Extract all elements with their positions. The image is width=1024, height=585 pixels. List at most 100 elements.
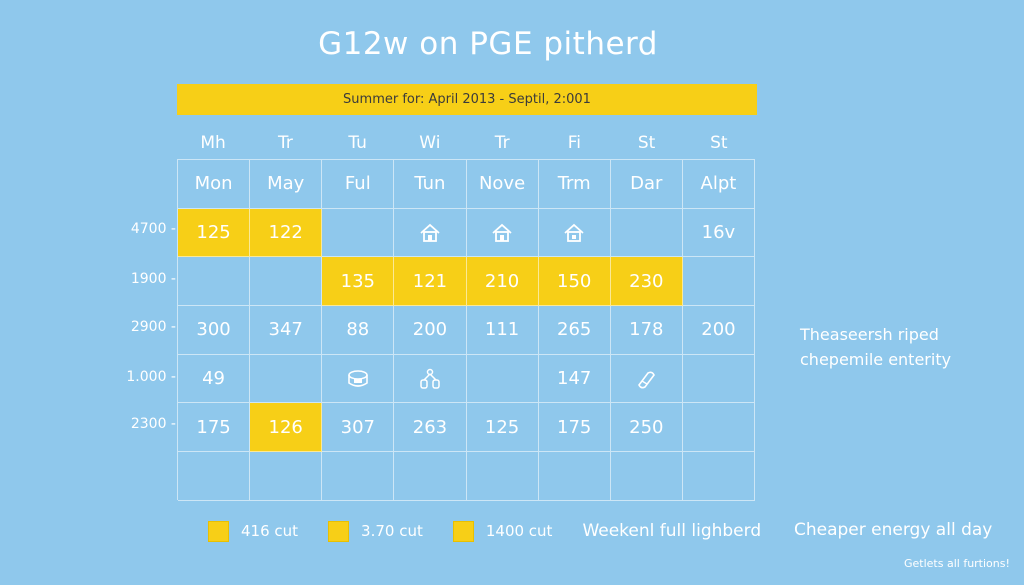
- y-label: 2900 -: [130, 319, 176, 335]
- grid-cell: 265: [538, 306, 611, 355]
- grid-cell: Trm: [538, 160, 611, 209]
- grid-cell: Nove: [466, 160, 539, 209]
- grid-cell: 49: [178, 354, 251, 404]
- grid-cell: 88: [322, 306, 395, 355]
- appliance-icon: [348, 369, 368, 387]
- grid-cell: Dar: [610, 160, 683, 209]
- grid-cell-highlight: 121: [394, 257, 467, 307]
- season-banner: Summer for: April 2013 - Septil, 2:001: [177, 84, 757, 115]
- grid-cell-highlight: 122: [250, 208, 323, 258]
- appliance-icon: [420, 368, 440, 389]
- grid-cell: 307: [322, 403, 395, 453]
- day-header: Tr: [494, 133, 510, 153]
- legend-label: 3.70 cut: [361, 522, 423, 540]
- legend: 416 cut 3.70 cut 1400 cut Weekenl full l…: [208, 520, 761, 542]
- grid-row: 135 121 210 150 230: [178, 257, 755, 307]
- grid-row: [178, 452, 755, 501]
- y-label: 1900 -: [130, 271, 176, 287]
- grid-cell: Alpt: [682, 160, 755, 209]
- grid-cell: [394, 354, 467, 404]
- grid-cell: [466, 452, 539, 501]
- grid-cell: [250, 354, 323, 404]
- grid-cell: 200: [682, 306, 755, 355]
- grid-cell: [322, 452, 395, 501]
- grid-row: Mon May Ful Tun Nove Trm Dar Alpt: [178, 160, 755, 209]
- grid-cell: Mon: [178, 160, 251, 209]
- legend-text: Weekenl full lighberd: [582, 521, 762, 541]
- day-header: Tu: [348, 133, 367, 153]
- grid-cell: 347: [250, 306, 323, 355]
- grid-cell-highlight: 150: [538, 257, 611, 307]
- legend-label: 1400 cut: [485, 522, 553, 540]
- house-icon: [492, 223, 512, 242]
- grid-cell: [466, 208, 539, 258]
- grid-cell: [394, 452, 467, 501]
- legend-item: 3.70 cut: [328, 520, 423, 542]
- grid-cell: [682, 257, 755, 307]
- grid-cell: [322, 208, 395, 258]
- y-label: 2300 -: [130, 416, 176, 432]
- day-header: Fi: [567, 133, 581, 153]
- grid-cell: 16v: [682, 208, 755, 258]
- grid-cell: [610, 208, 683, 258]
- grid-cell: [610, 452, 683, 501]
- rate-grid: Mon May Ful Tun Nove Trm Dar Alpt 125 12…: [177, 159, 755, 501]
- legend-item: 1400 cut: [452, 520, 553, 542]
- grid-cell: 263: [394, 403, 467, 453]
- grid-cell: [610, 354, 683, 404]
- grid-cell: [682, 452, 755, 501]
- day-header: St: [710, 133, 728, 153]
- grid-cell: 178: [610, 306, 683, 355]
- grid-cell: Ful: [322, 160, 395, 209]
- grid-row: 125 122 16v: [178, 208, 755, 258]
- grid-row: 300 347 88 200 111 265 178 200: [178, 306, 755, 355]
- side-note: Theaseersh riped chepemile enterity: [800, 325, 952, 369]
- grid-cell: 200: [394, 306, 467, 355]
- grid-cell: 300: [178, 306, 251, 355]
- grid-cell: [682, 403, 755, 453]
- grid-cell: [250, 257, 323, 307]
- legend-swatch: [452, 520, 474, 542]
- day-header: St: [637, 133, 656, 153]
- grid-cell: 175: [178, 403, 251, 453]
- grid-cell: 250: [610, 403, 683, 453]
- grid-cell: [178, 257, 251, 307]
- grid-cell-highlight: 135: [322, 257, 395, 307]
- footer-text: Getlets all furtions!: [904, 557, 1010, 570]
- day-header: Wi: [419, 133, 441, 153]
- grid-cell-highlight: 126: [250, 403, 323, 453]
- grid-cell: [538, 452, 611, 501]
- grid-row: 49 147: [178, 354, 755, 404]
- grid-cell: [394, 208, 467, 258]
- grid-cell: [538, 208, 611, 258]
- page-title: G12w on PGE pitherd: [318, 26, 658, 62]
- grid-cell: [250, 452, 323, 501]
- day-header-row: Mh Tr Tu Wi Tr Fi St St: [177, 126, 755, 160]
- grid-cell: 125: [466, 403, 539, 453]
- grid-cell: [466, 354, 539, 404]
- appliance-icon: [638, 371, 656, 389]
- grid-cell: May: [250, 160, 323, 209]
- day-header: Tr: [277, 133, 293, 153]
- legend-swatch: [328, 520, 350, 542]
- grid-cell-highlight: 210: [466, 257, 539, 307]
- y-label: 1.000 -: [126, 369, 176, 385]
- legend-label: 416 cut: [241, 522, 299, 540]
- grid-row: 175 126 307 263 125 175 250: [178, 403, 755, 453]
- day-header: Mh: [200, 133, 226, 153]
- y-label: 4700 -: [130, 221, 176, 237]
- grid-cell-highlight: 230: [610, 257, 683, 307]
- legend-swatch: [208, 520, 229, 542]
- grid-cell: 111: [466, 306, 539, 355]
- house-icon: [564, 223, 584, 242]
- grid-cell: [178, 452, 251, 501]
- energy-note: Cheaper energy all day: [794, 520, 993, 540]
- grid-cell: 175: [538, 403, 611, 453]
- grid-cell-highlight: 125: [178, 208, 251, 258]
- grid-cell: [682, 354, 755, 404]
- legend-item: 416 cut: [208, 520, 299, 542]
- grid-cell: Tun: [394, 160, 467, 209]
- grid-cell: [322, 354, 395, 404]
- house-icon: [420, 223, 440, 242]
